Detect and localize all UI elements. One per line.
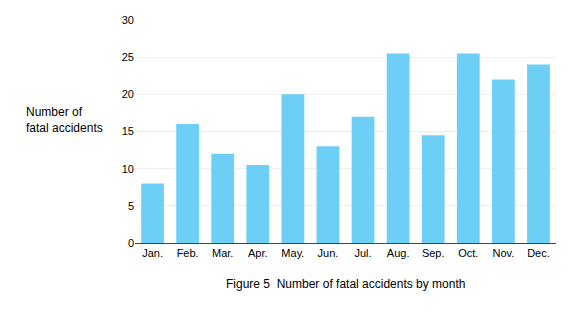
svg-text:15: 15 <box>122 125 134 137</box>
svg-text:20: 20 <box>122 88 134 100</box>
svg-text:25: 25 <box>122 51 134 63</box>
svg-text:Jun.: Jun. <box>318 247 339 259</box>
svg-text:Nov.: Nov. <box>492 247 514 259</box>
svg-text:Apr.: Apr. <box>248 247 268 259</box>
svg-text:Jul.: Jul. <box>354 247 371 259</box>
svg-text:Sep.: Sep. <box>422 247 445 259</box>
svg-text:10: 10 <box>122 163 134 175</box>
svg-text:0: 0 <box>128 237 134 249</box>
svg-text:Figure 5 Number of fatal acci: Figure 5 Number of fatal accidents by mo… <box>226 277 465 291</box>
svg-text:Dec.: Dec. <box>527 247 550 259</box>
svg-text:Jan.: Jan. <box>142 247 163 259</box>
svg-text:Feb.: Feb. <box>177 247 199 259</box>
svg-text:Aug.: Aug. <box>387 247 410 259</box>
svg-text:5: 5 <box>128 200 134 212</box>
svg-text:Oct.: Oct. <box>458 247 478 259</box>
svg-text:Number offatal accidents: Number offatal accidents <box>26 105 103 135</box>
svg-text:30: 30 <box>122 14 134 26</box>
svg-text:May.: May. <box>281 247 304 259</box>
svg-text:Mar.: Mar. <box>212 247 233 259</box>
